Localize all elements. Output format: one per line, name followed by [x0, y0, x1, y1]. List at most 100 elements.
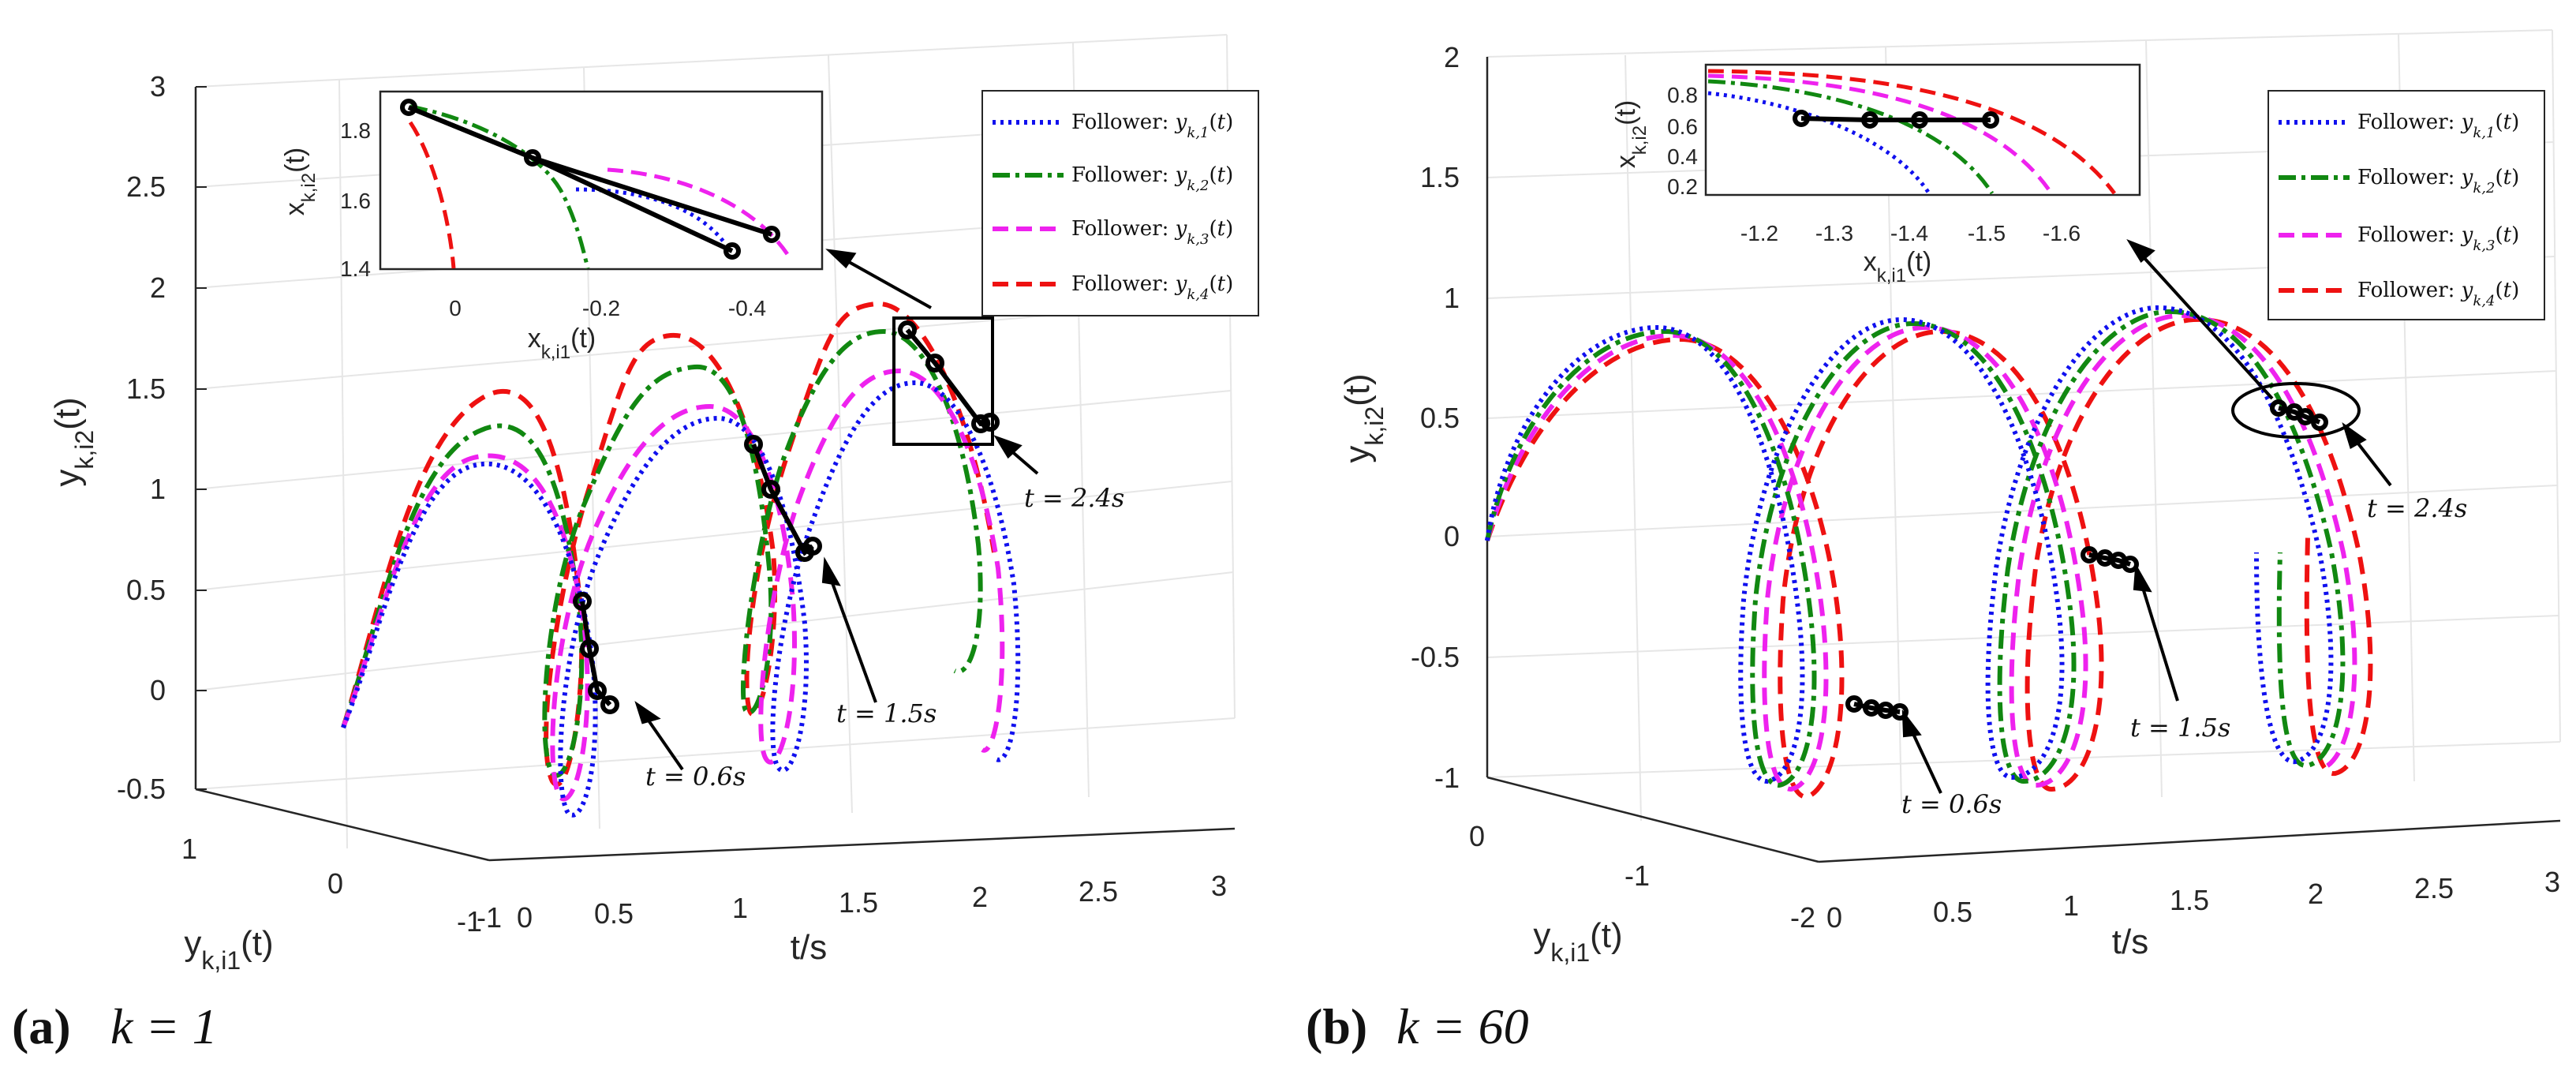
panel-a-markers — [573, 316, 1000, 714]
panel-a-inset-ytick: 1.4 — [340, 256, 371, 281]
panel-a-series-f1 — [341, 380, 1021, 818]
panel-a: 3 2.5 2 1.5 1 0.5 0 -0.5 1 0 -1 0 0.5 1 … — [12, 34, 1259, 1054]
panel-b-xtick: 0.5 — [1933, 896, 1972, 928]
panel-b-ytick: -2 — [1790, 901, 1815, 934]
panel-a-inset-xtick: -0.4 — [728, 296, 766, 320]
panel-a-xtick: 1 — [732, 892, 748, 924]
panel-b-xtick: 3 — [2544, 866, 2560, 898]
panel-b-ztick: 0.5 — [1420, 402, 1460, 434]
panel-a-annotation-t24: t = 2.4s — [1024, 483, 1124, 513]
panel-b-inset: 0.8 0.6 0.4 0.2 -1.2 -1.3 -1.4 -1.5 -1.6… — [1611, 63, 2141, 286]
panel-b-zoom-ellipse — [2231, 382, 2361, 439]
panel-a-inset-f2 — [409, 104, 590, 269]
panel-a-annotation-t06: t = 0.6s — [645, 762, 746, 792]
panel-b-zticks: 2 1.5 1 0.5 0 -0.5 -1 — [1411, 41, 1460, 794]
panel-b-inset-ytick: 0.6 — [1667, 114, 1698, 139]
panel-b-annotation-t06: t = 0.6s — [1901, 789, 2002, 819]
panel-b-xticks: 0 0.5 1 1.5 2 2.5 3 — [1826, 866, 2560, 934]
panel-a-xtick: 0.5 — [594, 897, 634, 930]
panel-a-arrows — [634, 249, 1039, 771]
panel-b-ylabel: yk,i1(t) — [1533, 916, 1622, 967]
panel-a-inset-f4 — [408, 121, 456, 269]
panel-b-inset-ytick: 0.2 — [1667, 174, 1698, 199]
panel-a-caption-eq: k = 1 — [110, 998, 218, 1054]
panel-a-legend: Follower: yk,1(t) Follower: yk,2(t) Foll… — [981, 90, 1259, 316]
panel-a-corner-tick: -1 — [457, 905, 482, 938]
panel-b-xtick: 1 — [2063, 889, 2079, 922]
panel-a-ztick: 0 — [150, 674, 166, 706]
panel-b-axes — [1486, 57, 2561, 863]
panel-a-ztick: 0.5 — [126, 574, 166, 606]
panel-b-series-f3 — [1485, 313, 2357, 792]
panel-b-inset-xtick: -1.2 — [1740, 221, 1778, 245]
panel-b-series-f1 — [1485, 305, 2334, 784]
panel-b-zlabel: yk,i2(t) — [1338, 373, 1389, 462]
panel-a-xtick: 1.5 — [839, 886, 878, 919]
panel-a-xtick: 3 — [1211, 870, 1227, 902]
panel-a-ztick: 2.5 — [126, 170, 166, 203]
panel-b-annotation-t15: t = 1.5s — [2130, 713, 2230, 743]
panel-b-inset-xlabel: xk,i1(t) — [1864, 247, 1931, 286]
panel-b-ztick: 2 — [1444, 41, 1460, 73]
panel-b-inset-ylabel: xk,i2(t) — [1611, 100, 1651, 168]
panel-b-inset-xtick: -1.6 — [2043, 221, 2081, 245]
panel-a-series — [341, 301, 1021, 818]
panel-a-zticks: 3 2.5 2 1.5 1 0.5 0 -0.5 — [117, 70, 207, 805]
panel-b-xtick: 0 — [1826, 901, 1842, 934]
panel-b-xtick: 2 — [2308, 878, 2324, 910]
panel-b-inset-xtick: -1.4 — [1890, 221, 1928, 245]
panel-b-annotation-t24: t = 2.4s — [2367, 493, 2467, 523]
panel-b-ztick: 1 — [1444, 282, 1460, 314]
panel-b-inset-ytick: 0.4 — [1667, 144, 1698, 169]
panel-a-zlabel: yk,i2(t) — [48, 397, 99, 486]
panel-b-inset-f1 — [1707, 91, 1931, 195]
panel-a-annotation-t15: t = 1.5s — [836, 698, 937, 728]
panel-a-xticks: 0 0.5 1 1.5 2 2.5 3 — [517, 870, 1227, 934]
panel-a-ytick: -1 — [477, 901, 502, 934]
panel-a-series-f2 — [341, 328, 983, 778]
panel-b-xtick: 2.5 — [2414, 872, 2454, 904]
panel-a-inset-ytick: 1.6 — [340, 189, 371, 213]
panel-a-ztick: 1.5 — [126, 373, 166, 405]
panel-b-caption-label: (b) — [1306, 998, 1367, 1054]
panel-a-zoom-box — [892, 316, 994, 446]
panel-a-inset-xlabel: xk,i1(t) — [528, 324, 596, 363]
panel-a-ztick: 3 — [150, 70, 166, 103]
panel-b-inset-xtick: -1.3 — [1815, 221, 1853, 245]
panel-b-legend: Follower: yk,1(t) Follower: yk,2(t) Foll… — [2268, 90, 2545, 320]
panel-a-inset-xtick: -0.2 — [582, 296, 620, 320]
panel-b-series-f4 — [1485, 316, 2373, 800]
panel-b-ytick: 0 — [1469, 820, 1485, 852]
panel-b-series-f2 — [1485, 309, 2346, 788]
panel-b-inset-f3 — [1707, 73, 2054, 195]
panel-b-xtick: 1.5 — [2170, 884, 2209, 916]
panel-b-series — [1485, 305, 2373, 800]
panel-b-ztick: -1 — [1434, 762, 1460, 794]
panel-b-yticks: 0 -1 -2 — [1469, 820, 1815, 934]
panel-a-ytick: 1 — [181, 833, 197, 865]
panel-a-axes — [194, 87, 1236, 862]
panel-a-caption-label: (a) — [12, 998, 71, 1054]
panel-b-arrows — [1901, 238, 2392, 794]
panel-b-inset-f4 — [1707, 69, 2117, 195]
panel-a-xlabel: t/s — [791, 928, 827, 967]
panel-a-ztick: -0.5 — [117, 773, 166, 805]
panel-a-xtick: 2.5 — [1079, 875, 1118, 908]
panel-a-ylabel: yk,i1(t) — [184, 924, 273, 975]
panel-b-ytick: -1 — [1624, 859, 1650, 892]
panel-b-xlabel: t/s — [2112, 923, 2148, 961]
panel-b: 2 1.5 1 0.5 0 -0.5 -1 0 -1 -2 0 0.5 1 1.… — [1306, 29, 2561, 1054]
panel-a-inset-f3 — [607, 167, 791, 258]
panel-a-xtick: 2 — [972, 881, 988, 913]
panel-a-yticks: 1 0 -1 — [181, 833, 502, 934]
panel-b-inset-f2 — [1707, 79, 1995, 195]
panel-b-inset-xtick: -1.5 — [1968, 221, 2006, 245]
panel-b-ztick: -0.5 — [1411, 641, 1460, 673]
panel-b-ztick: 0 — [1444, 520, 1460, 552]
panel-a-ztick: 1 — [150, 473, 166, 505]
panel-a-xtick: 0 — [517, 901, 533, 934]
panel-a-ytick: 0 — [327, 867, 343, 900]
panel-a-inset: 1.8 1.6 1.4 0 -0.2 -0.4 xk,i1(t) xk,i2(t… — [280, 90, 824, 363]
panel-a-ztick: 2 — [150, 271, 166, 304]
